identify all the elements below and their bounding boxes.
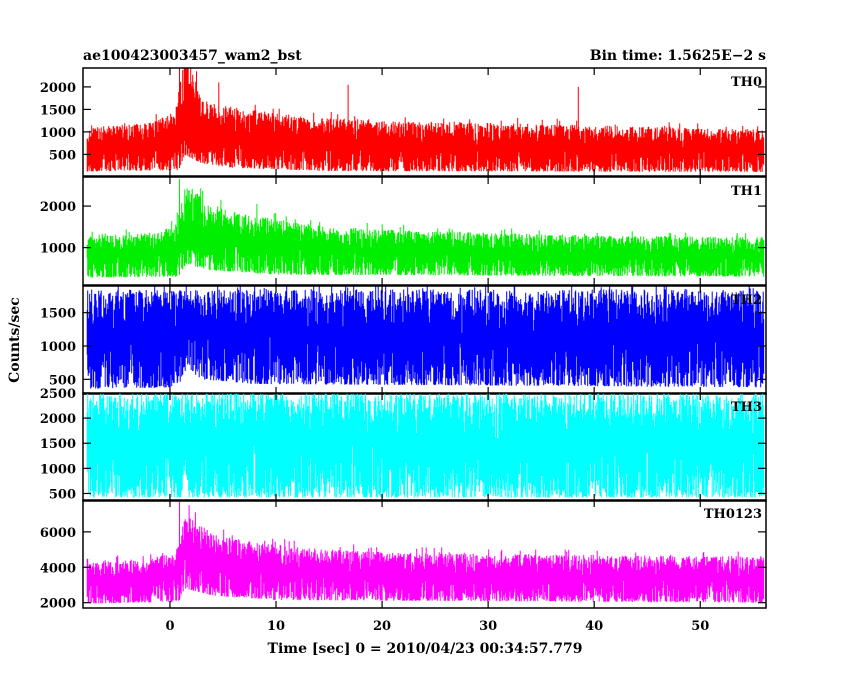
x-tick-label: 10	[267, 619, 285, 634]
y-tick-label: 2000	[40, 412, 76, 427]
series-trace-th2	[86, 286, 765, 389]
y-tick-label: 1500	[40, 103, 76, 118]
y-tick-label: 4000	[40, 561, 76, 576]
series-label: TH0	[731, 75, 762, 90]
y-axis-title: Counts/sec	[7, 297, 23, 383]
y-tick-label: 1000	[40, 340, 76, 355]
series-label: TH3	[731, 400, 762, 415]
series-label: TH1	[731, 184, 762, 199]
y-tick-label: 2000	[40, 597, 76, 612]
panel-frame	[82, 285, 767, 395]
panel-frame	[82, 392, 767, 502]
y-tick-label: 1500	[40, 437, 76, 452]
panel-frame	[82, 67, 767, 177]
y-tick-label: 1000	[40, 126, 76, 141]
series-label: TH0123	[704, 507, 762, 522]
x-tick-label: 50	[691, 619, 709, 634]
panel-th1: 1000 2000 TH1	[40, 176, 767, 286]
header-title: ae100423003457_wam2_bst	[83, 48, 302, 64]
panel-th0123: 2000 4000 6000 TH0123	[40, 499, 767, 612]
y-tick-label: 1000	[40, 462, 76, 477]
x-tick-label: 30	[479, 619, 497, 634]
y-tick-label: 500	[49, 148, 76, 163]
y-tick-label: 2000	[40, 200, 76, 215]
y-tick-label: 2500	[40, 387, 76, 402]
panels: 500 1000 1500 2000 TH0 1000 2000 TH1 500 1000 1500…	[40, 67, 767, 612]
y-tick-label: 1000	[40, 242, 76, 257]
panel-th3: 500 1000 1500 2000 2500 TH3	[40, 387, 767, 502]
bin-time-label: Bin time: 1.5625E−2 s	[590, 48, 766, 64]
x-axis: 0 10 20 30 40 50	[165, 619, 709, 634]
x-tick-label: 20	[373, 619, 391, 634]
panel-frame	[82, 176, 767, 286]
series-trace-th3	[86, 393, 765, 498]
y-tick-label: 1500	[40, 307, 76, 322]
x-tick-label: 40	[585, 619, 603, 634]
y-tick-label: 500	[49, 487, 76, 502]
x-axis-title: Time [sec] 0 = 2010/04/23 00:34:57.779	[268, 641, 583, 657]
series-trace-th0123	[86, 501, 765, 604]
series-trace-th0	[86, 68, 765, 172]
y-tick-label: 2000	[40, 81, 76, 96]
y-tick-label: 6000	[40, 526, 76, 541]
series-trace-th1	[86, 179, 765, 278]
series-label: TH2	[731, 293, 762, 308]
panel-frame	[82, 499, 767, 609]
y-tick-label: 500	[49, 373, 76, 388]
panel-th0: 500 1000 1500 2000 TH0	[40, 67, 767, 177]
panel-th2: 500 1000 1500 TH2	[40, 285, 767, 395]
x-tick-label: 0	[165, 619, 174, 634]
